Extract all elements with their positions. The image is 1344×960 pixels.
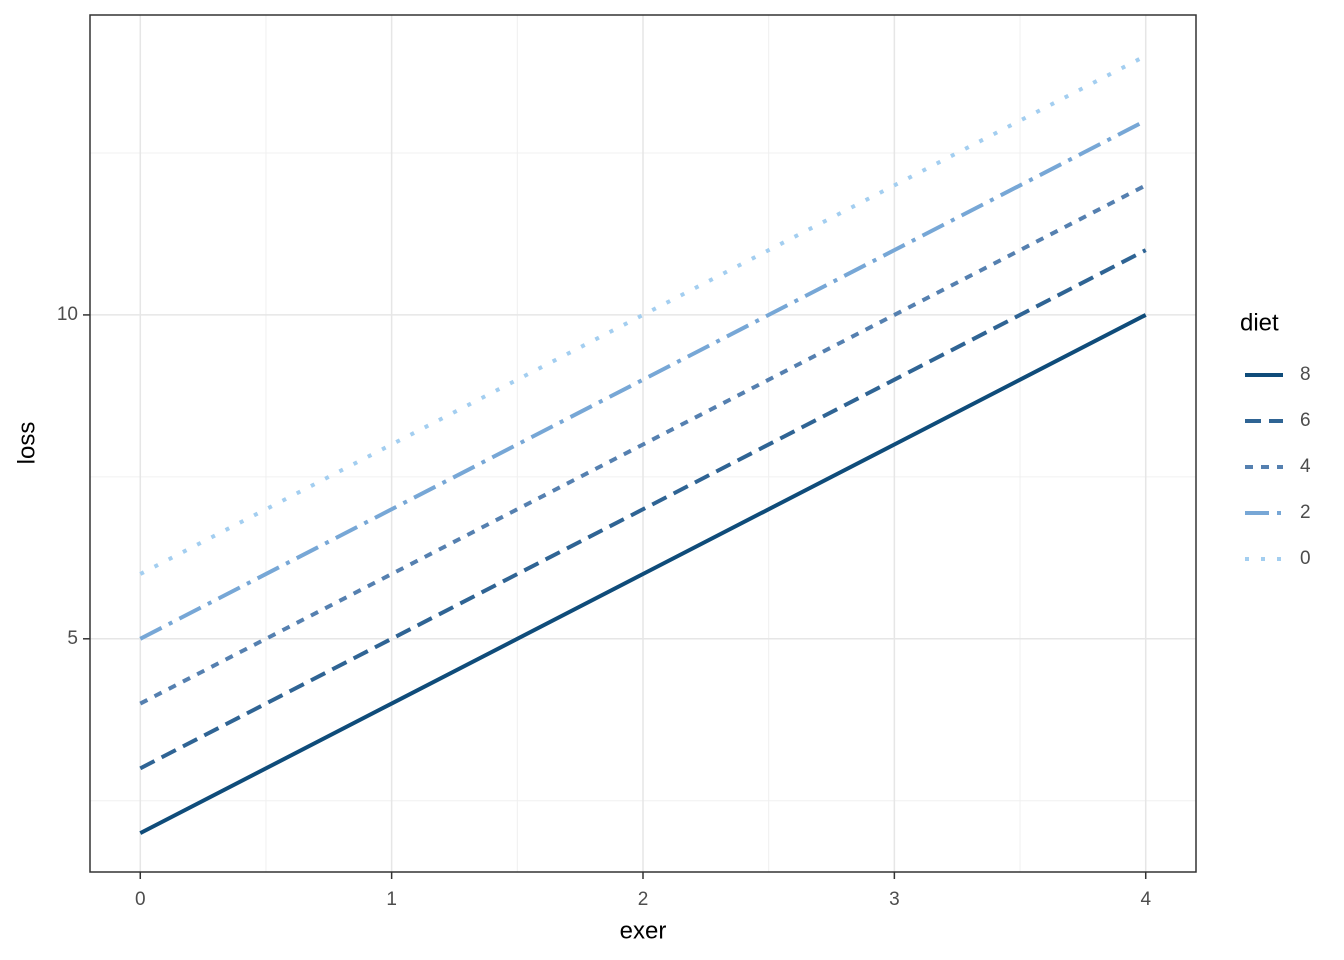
x-axis-title: exer bbox=[620, 917, 667, 944]
y-tick-label: 5 bbox=[67, 628, 78, 649]
y-tick-label: 10 bbox=[57, 304, 78, 325]
line bbox=[139, 313, 1147, 835]
legend-label: 2 bbox=[1300, 502, 1311, 523]
line bbox=[139, 183, 1147, 706]
legend-title: diet bbox=[1240, 309, 1279, 336]
panel-border bbox=[89, 14, 1197, 873]
legend-label: 8 bbox=[1300, 364, 1311, 385]
y-axis-title: loss bbox=[13, 422, 40, 465]
x-tick-label: 1 bbox=[386, 889, 397, 910]
x-tick-label: 4 bbox=[1140, 889, 1151, 910]
x-tick-label: 3 bbox=[889, 889, 900, 910]
x-tick-label: 0 bbox=[135, 889, 146, 910]
line bbox=[139, 118, 1147, 641]
x-tick-label: 2 bbox=[638, 889, 649, 910]
legend-label: 4 bbox=[1300, 456, 1311, 477]
legend-label: 6 bbox=[1300, 410, 1311, 431]
line bbox=[139, 248, 1147, 771]
legend-label: 0 bbox=[1300, 548, 1311, 569]
